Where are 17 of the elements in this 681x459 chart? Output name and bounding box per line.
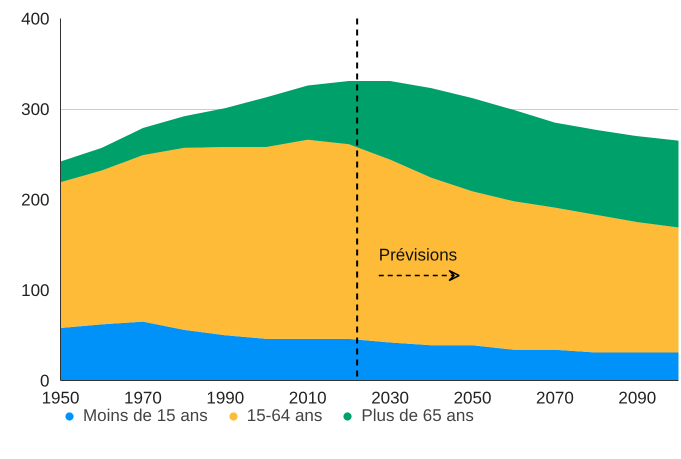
- x-tick-label: 2070: [536, 388, 574, 408]
- legend-label: 15-64 ans: [246, 406, 322, 426]
- x-tick-label: 2050: [454, 388, 492, 408]
- y-tick-label: 0: [40, 372, 50, 390]
- y-tick-label: 300: [21, 100, 50, 119]
- x-tick-label: 2010: [288, 388, 327, 408]
- x-tick-label: 2090: [618, 388, 656, 408]
- annotation: Prévisions: [378, 246, 458, 265]
- x-tick-label: 1950: [42, 388, 80, 408]
- legend-label: Moins de 15 ans: [83, 406, 208, 426]
- x-tick-label: 1970: [124, 388, 162, 408]
- y-tick-label: 400: [21, 10, 50, 28]
- y-tick-label: 200: [21, 190, 50, 210]
- y-tick-label: 100: [21, 281, 50, 300]
- x-tick-label: 2030: [371, 388, 410, 408]
- legend-label: Plus de 65 ans: [361, 406, 474, 426]
- x-tick-label: 1990: [206, 388, 244, 408]
